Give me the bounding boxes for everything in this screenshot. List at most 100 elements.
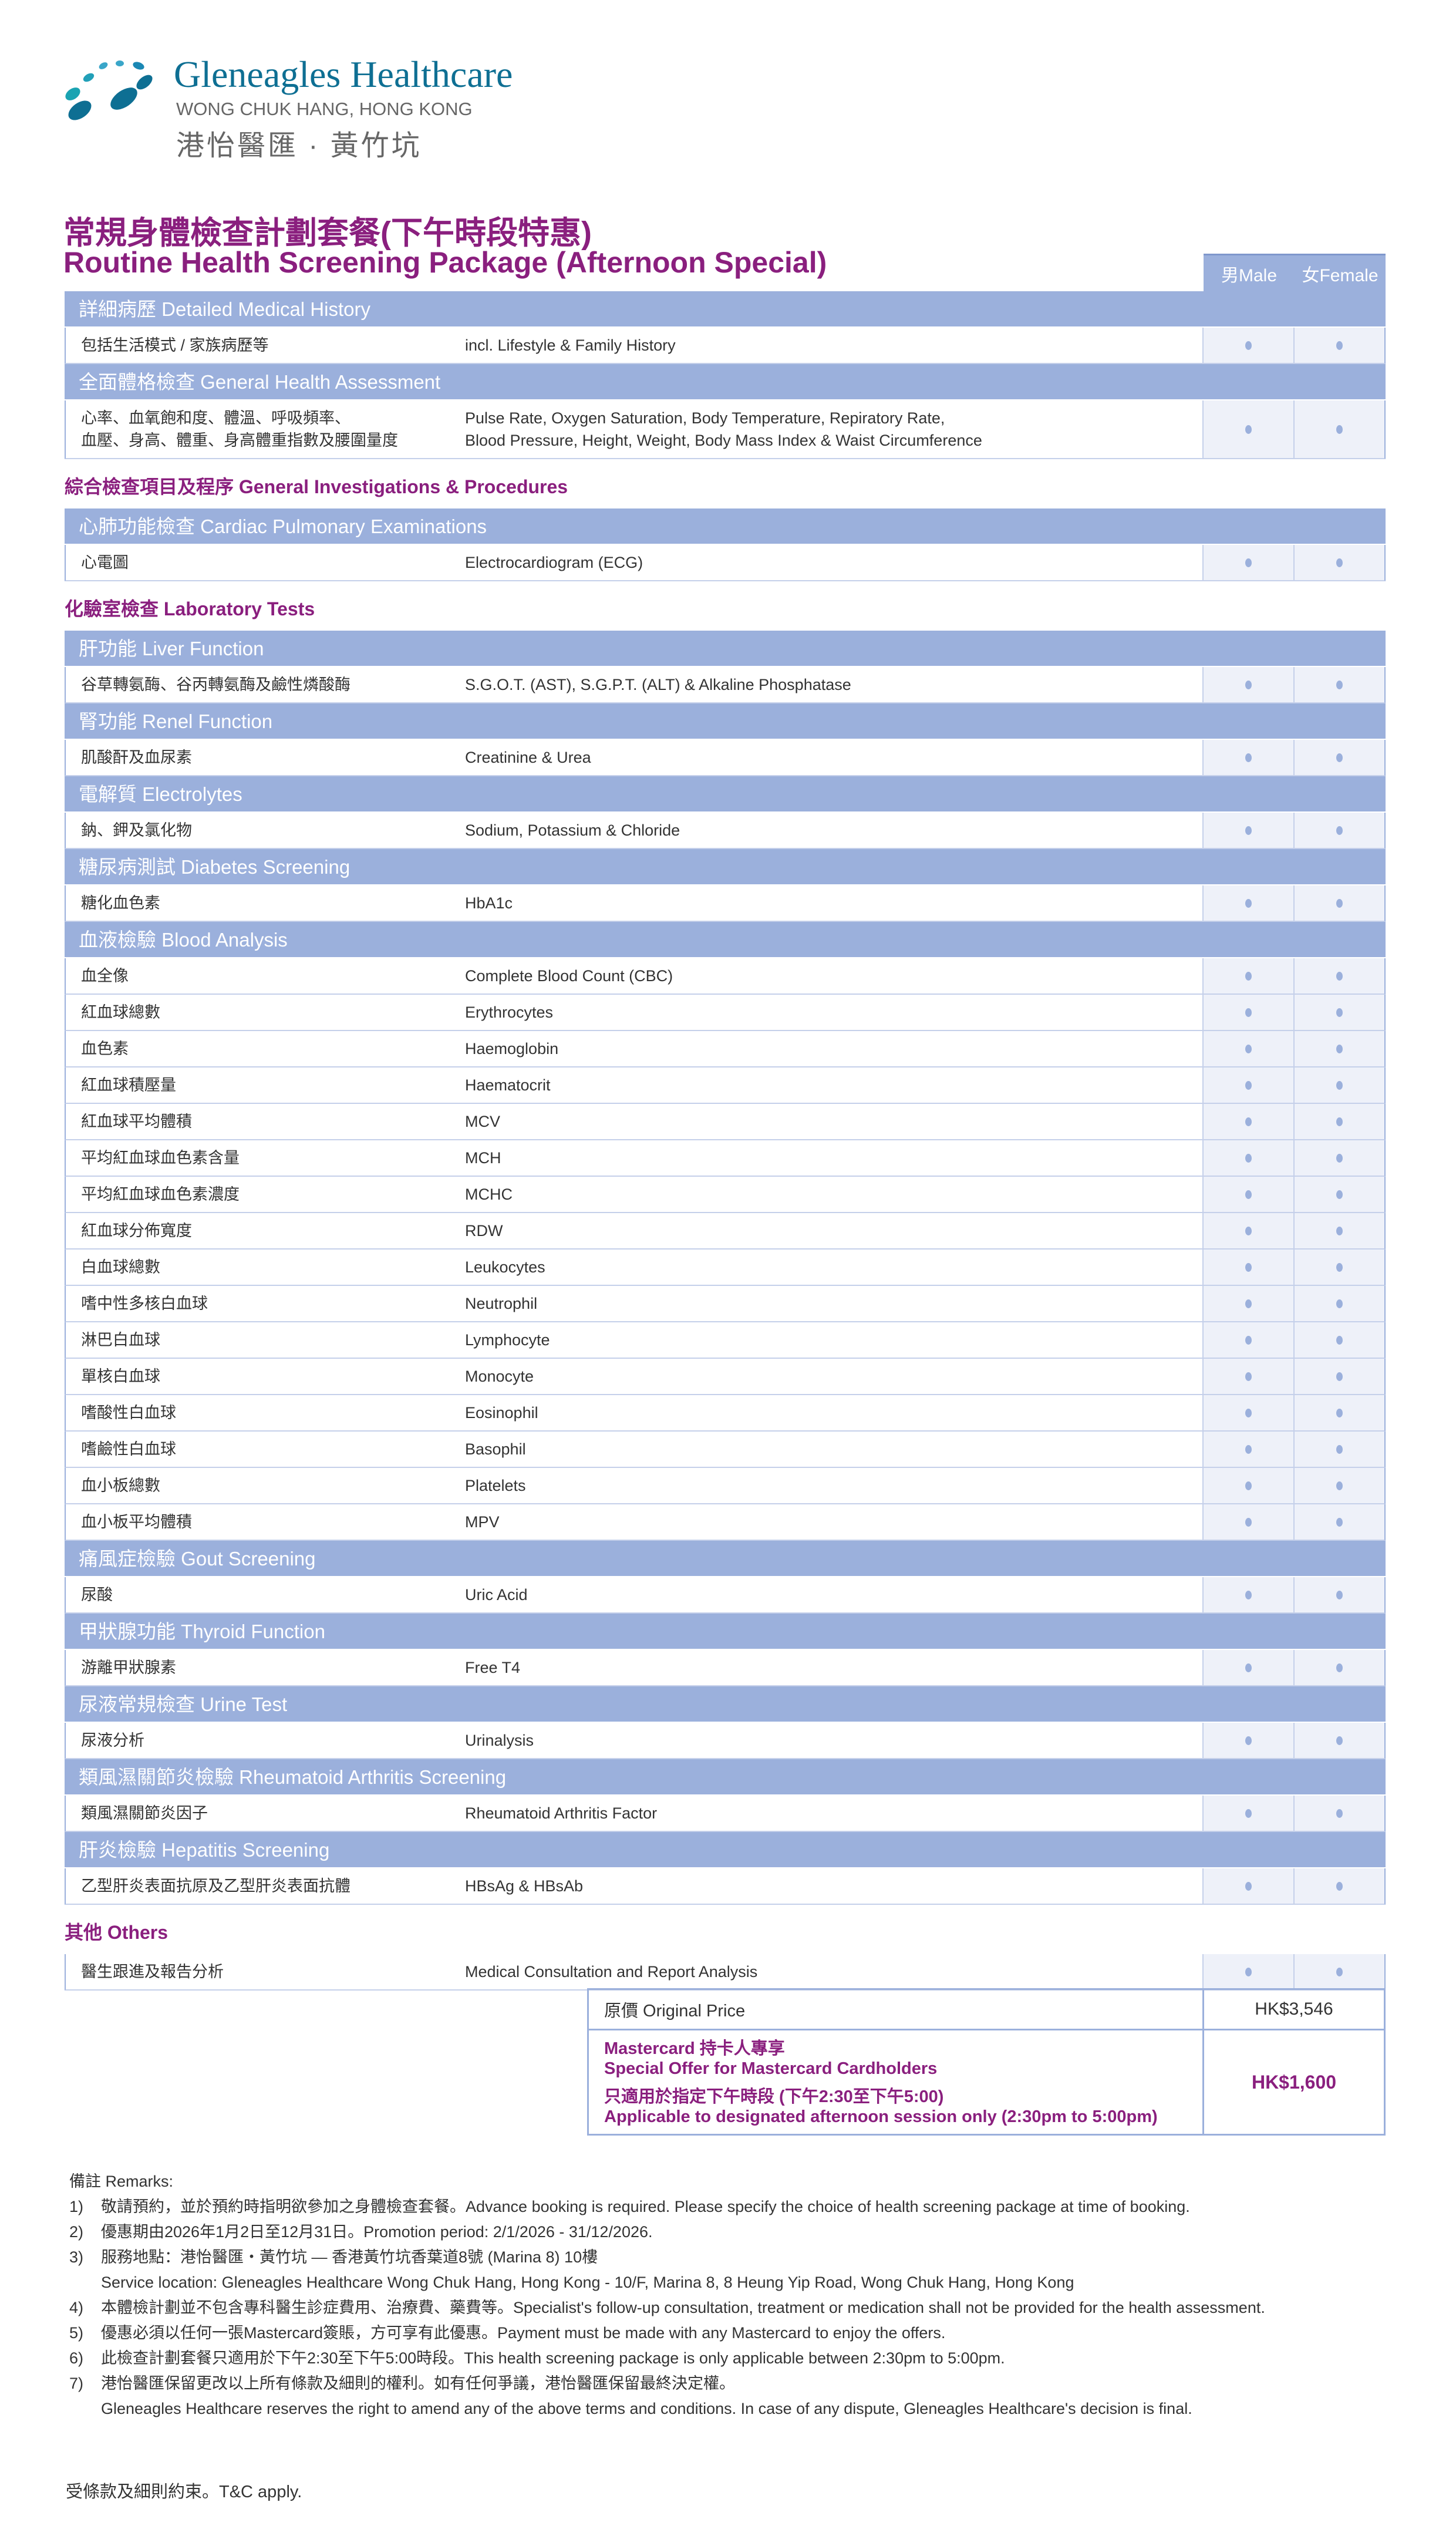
table-row: 血全像 Complete Blood Count (CBC) — [65, 958, 1386, 995]
included-female — [1293, 1104, 1384, 1139]
brand-chinese-name: 港怡醫匯 · 黃竹坑 — [176, 130, 422, 161]
included-female — [1293, 1286, 1384, 1321]
included-dot-icon — [1245, 753, 1252, 762]
included-female — [1293, 1723, 1384, 1758]
original-price-value: HK$3,546 — [1255, 1999, 1333, 2019]
original-price-row: 原價 Original Price HK$3,546 — [589, 1988, 1384, 2029]
special-offer-en: Special Offer for Mastercard Cardholders — [604, 2059, 938, 2078]
included-female — [1293, 1432, 1384, 1467]
section-header: 肝炎檢驗 Hepatitis Screening — [65, 1832, 1386, 1868]
included-dot-icon — [1245, 1590, 1252, 1599]
item-name-zh: 尿液分析 — [81, 1732, 144, 1749]
item-name-zh: 鈉、鉀及氯化物 — [81, 821, 192, 839]
brand-name: Gleneagles Healthcare — [174, 53, 513, 95]
item-name-zh: 醫生跟進及報告分析 — [81, 1963, 224, 1981]
section-header: 腎功能 Renel Function — [65, 703, 1386, 740]
remark-item: 6) 此檢查計劃套餐只適用於下午2:30至下午5:00時段。This health… — [69, 2346, 1265, 2371]
included-female — [1293, 545, 1384, 580]
remark-item: 7) 港怡醫匯保留更改以上所有條款及細則的權利。如有任何爭議，港怡醫匯保留最終決定… — [69, 2371, 1265, 2396]
included-dot-icon — [1336, 1044, 1343, 1053]
included-female — [1293, 995, 1384, 1030]
remark-number: 1) — [69, 2198, 84, 2215]
included-dot-icon — [1336, 1299, 1343, 1308]
included-dot-icon — [1245, 1881, 1252, 1891]
group-heading: 綜合檢查項目及程序 General Investigations & Proce… — [65, 476, 568, 497]
included-male — [1202, 1250, 1293, 1285]
item-name-zh: 紅血球總數 — [81, 1003, 160, 1021]
remark-text: 服務地點：港怡醫匯・黃竹坑 — 香港黃竹坑香葉道8號 (Marina 8) 10… — [101, 2248, 598, 2266]
brand-location: WONG CHUK HANG, HONG KONG — [176, 99, 473, 119]
included-dot-icon — [1245, 680, 1252, 689]
item-name-en: Uric Acid — [465, 1586, 528, 1604]
included-female — [1293, 1213, 1384, 1248]
remark-number — [69, 2270, 101, 2295]
item-name-zh: 單核白血球 — [81, 1368, 160, 1385]
section-header: 電解質 Electrolytes — [65, 776, 1386, 813]
remark-number: 3) — [69, 2248, 84, 2266]
included-dot-icon — [1336, 1481, 1343, 1490]
item-name-en: Haematocrit — [465, 1076, 551, 1094]
table-row: 類風濕關節炎因子 Rheumatoid Arthritis Factor — [65, 1796, 1386, 1832]
remark-item: 1) 敬請預約，並於預約時指明欲參加之身體檢查套餐。Advance booking… — [69, 2194, 1265, 2220]
terms-note: 受條款及細則約束。T&C apply. — [66, 2483, 302, 2501]
included-dot-icon — [1245, 558, 1252, 567]
included-female — [1293, 400, 1384, 458]
included-female — [1293, 328, 1384, 363]
table-row: 尿液分析 Urinalysis — [65, 1723, 1386, 1759]
included-female — [1293, 1031, 1384, 1066]
included-dot-icon — [1336, 1736, 1343, 1745]
included-dot-icon — [1336, 425, 1343, 434]
included-female — [1293, 1868, 1384, 1904]
included-dot-icon — [1336, 341, 1343, 350]
item-name-zh: 紅血球平均體積 — [81, 1113, 192, 1130]
section-header: 糖尿病測試 Diabetes Screening — [65, 849, 1386, 885]
included-dot-icon — [1336, 1967, 1343, 1976]
included-dot-icon — [1245, 826, 1252, 835]
table-row: 單核白血球 Monocyte — [65, 1359, 1386, 1395]
table-row: 鈉、鉀及氯化物 Sodium, Potassium & Chloride — [65, 813, 1386, 849]
item-name-en: Urinalysis — [465, 1732, 534, 1749]
table-row: 糖化血色素 HbA1c — [65, 885, 1386, 922]
included-dot-icon — [1336, 1226, 1343, 1235]
table-row: 肌酸酐及血尿素 Creatinine & Urea — [65, 740, 1386, 776]
included-female — [1293, 1954, 1384, 1989]
included-female — [1293, 1250, 1384, 1285]
item-name-en: Erythrocytes — [465, 1003, 554, 1021]
included-dot-icon — [1245, 1481, 1252, 1490]
table-row: 淋巴白血球 Lymphocyte — [65, 1322, 1386, 1359]
included-dot-icon — [1245, 1117, 1252, 1126]
item-name-en: Haemoglobin — [465, 1040, 559, 1058]
included-male — [1202, 740, 1293, 775]
table-row: 包括生活模式 / 家族病歷等 incl. Lifestyle & Family H… — [65, 328, 1386, 364]
page-title: Routine Health Screening Package (Aftern… — [63, 246, 827, 279]
item-name-en: Basophil — [465, 1440, 526, 1458]
item-name-zh: 游離甲狀腺素 — [81, 1659, 176, 1676]
logo-dots-icon — [65, 60, 153, 120]
section-header: 甲狀腺功能 Thyroid Function — [65, 1614, 1386, 1650]
table-row: 血色素 Haemoglobin — [65, 1031, 1386, 1067]
included-dot-icon — [1336, 1080, 1343, 1090]
item-name-en: Monocyte — [465, 1368, 534, 1385]
item-name-zh: 嗜酸性白血球 — [81, 1404, 176, 1422]
item-name-zh: 血小板總數 — [81, 1477, 160, 1494]
item-name-zh: 肌酸酐及血尿素 — [81, 749, 192, 766]
included-dot-icon — [1336, 1517, 1343, 1527]
included-male — [1202, 1468, 1293, 1503]
included-dot-icon — [1336, 558, 1343, 567]
section-header: 全面體格檢查 General Health Assessment — [65, 364, 1386, 400]
included-male — [1202, 1177, 1293, 1212]
remark-item: 4) 本體檢計劃並不包含專科醫生診症費用、治療費、藥費等。Specialist's… — [69, 2295, 1265, 2321]
included-dot-icon — [1336, 1335, 1343, 1345]
item-name-zh: 白血球總數 — [81, 1258, 160, 1276]
included-dot-icon — [1245, 1967, 1252, 1976]
remark-text: 港怡醫匯保留更改以上所有條款及細則的權利。如有任何爭議，港怡醫匯保留最終決定權。 — [101, 2375, 735, 2392]
included-male — [1202, 400, 1293, 458]
remark-number: 4) — [69, 2299, 84, 2316]
included-dot-icon — [1245, 1335, 1252, 1345]
price-table: 原價 Original Price HK$3,546 Mastercard 持卡… — [587, 1988, 1386, 2136]
item-name-zh: 乙型肝炎表面抗原及乙型肝炎表面抗體 — [81, 1877, 350, 1895]
table-row: 醫生跟進及報告分析 Medical Consultation and Report… — [65, 1954, 1386, 1991]
included-female — [1293, 1067, 1384, 1103]
item-name-en: Pulse Rate, Oxygen Saturation, Body Temp… — [465, 409, 982, 449]
item-name-zh: 心率、血氧飽和度、體溫、呼吸頻率、 血壓、身高、體重、身高體重指數及腰圍量度 — [81, 409, 398, 449]
